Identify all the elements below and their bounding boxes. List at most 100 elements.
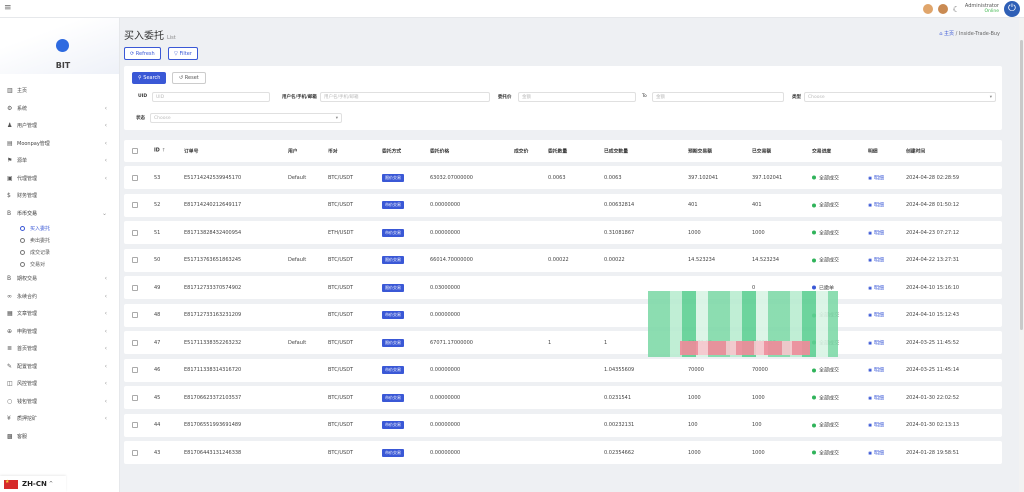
- sidebar-item[interactable]: ≣ 首页管理 ‹: [0, 340, 119, 358]
- sidebar-item[interactable]: ▩ 客服: [0, 428, 119, 446]
- page-scrollbar[interactable]: [1019, 18, 1024, 492]
- detail-link[interactable]: ◉ 明细: [868, 422, 884, 429]
- theme-toggle-icon[interactable]: ☾: [952, 4, 960, 14]
- table-row[interactable]: 48 E81712733163231209 BTC/USDT 0.00000000 20…: [124, 303, 1002, 327]
- row-checkbox[interactable]: [132, 229, 138, 236]
- avatar-icon[interactable]: [922, 4, 933, 14]
- sidebar-item[interactable]: B 期权交易 ‹: [0, 270, 119, 288]
- filter-button[interactable]: ▽ Filter: [168, 47, 198, 60]
- select-all-checkbox[interactable]: [132, 148, 138, 154]
- detail-link[interactable]: ◉ 明细: [868, 202, 884, 209]
- cell-pair: BTC/USDT: [328, 312, 354, 318]
- detail-link[interactable]: ◉ 明细: [868, 394, 884, 401]
- reset-icon: ↺: [179, 75, 185, 81]
- status-badge: 已撤单: [812, 284, 834, 291]
- chevron-left-icon: ‹: [104, 362, 107, 370]
- detail-link[interactable]: ◉ 明细: [868, 339, 884, 346]
- row-checkbox[interactable]: [132, 202, 138, 208]
- sidebar-subitem[interactable]: 卖出委托: [0, 234, 119, 246]
- table-row[interactable]: 52 E81714240212649117 BTC/USDT 0.00000000 0.…: [124, 193, 1002, 217]
- sidebar-subitem[interactable]: 买入委托: [0, 222, 119, 234]
- sidebar-item[interactable]: ▤ Moonpay管理 ‹: [0, 135, 119, 153]
- row-checkbox[interactable]: [132, 312, 138, 318]
- scrollbar-thumb[interactable]: [1020, 40, 1023, 330]
- sidebar-item[interactable]: ¥ 质押挖矿 ‹: [0, 410, 119, 428]
- sidebar-subitem[interactable]: 成交记录: [0, 246, 119, 258]
- status-label: 全部成交: [819, 230, 840, 236]
- sidebar-item[interactable]: ⊕ 申购管理 ‹: [0, 323, 119, 341]
- reset-button[interactable]: ↺ Reset: [172, 72, 206, 84]
- flag-icon: ⚑: [7, 157, 13, 165]
- status-badge: 全部成交: [812, 394, 839, 401]
- search-button[interactable]: ⚲ Search: [132, 72, 167, 84]
- sidebar-subitem[interactable]: 交易对: [0, 258, 119, 270]
- sidebar-item[interactable]: ⚙ 系统 ‹: [0, 100, 119, 118]
- uid-input[interactable]: UID: [152, 92, 270, 102]
- table-row[interactable]: 44 E81706551993691489 BTC/USDT 0.00000000 0.…: [124, 413, 1002, 437]
- table-row[interactable]: 46 E81711338314316720 BTC/USDT 0.00000000 1.…: [124, 358, 1002, 382]
- eye-icon: ◉: [868, 175, 874, 181]
- status-placeholder: Choose: [154, 115, 171, 121]
- user-input[interactable]: 用户名/手机/邮箱: [320, 92, 490, 102]
- detail-link[interactable]: ◉ 明细: [868, 367, 884, 374]
- row-checkbox[interactable]: [132, 339, 138, 346]
- sidebar-item[interactable]: ○ 钱包管理 ‹: [0, 393, 119, 411]
- table-row[interactable]: 47 E51711338352263232 Default BTC/USDT 67071…: [124, 331, 1002, 354]
- detail-link[interactable]: ◉ 明细: [868, 229, 884, 236]
- sidebar-item[interactable]: ⚑ 源单 ‹: [0, 152, 119, 170]
- admin-info[interactable]: Administrator Online: [965, 3, 999, 15]
- sidebar-item[interactable]: ♟ 用户管理 ‹: [0, 117, 119, 135]
- row-checkbox[interactable]: [132, 394, 138, 401]
- status-dot-icon: [812, 450, 816, 455]
- cell-id: 53: [154, 174, 161, 181]
- price-max-input[interactable]: 金额: [652, 92, 784, 102]
- eye-icon: ◉: [868, 340, 874, 346]
- language-switcher[interactable]: ZH-CN ^: [0, 476, 66, 492]
- sidebar-item[interactable]: ▣ 代理管理 ‹: [0, 170, 119, 188]
- row-checkbox[interactable]: [132, 422, 138, 428]
- sidebar-item[interactable]: B 币币交易 ⌄: [0, 205, 119, 223]
- table-row[interactable]: 45 E81706623372103537 BTC/USDT 0.00000000 0.…: [124, 386, 1002, 409]
- breadcrumb-home[interactable]: ⌂ 主页: [939, 31, 955, 37]
- sidebar-item[interactable]: ✎ 配置管理 ‹: [0, 358, 119, 376]
- eye-icon: ◉: [868, 257, 874, 264]
- sidebar-item-label: 期权交易: [17, 276, 38, 283]
- avatar-icon[interactable]: [937, 4, 948, 14]
- status-select[interactable]: Choose ▾: [150, 113, 342, 123]
- table-row[interactable]: 50 E51713763651863245 Default BTC/USDT 66014…: [124, 248, 1002, 272]
- cell-created: 2024-03-25 11:45:52: [906, 339, 960, 346]
- row-checkbox[interactable]: [132, 449, 138, 456]
- link-icon: ∞: [7, 292, 12, 300]
- menu-toggle-icon[interactable]: ≡: [4, 3, 12, 13]
- row-checkbox[interactable]: [132, 257, 138, 263]
- detail-label: 明细: [873, 257, 884, 264]
- row-checkbox[interactable]: [132, 284, 138, 291]
- header-id[interactable]: ID ↑: [154, 149, 165, 154]
- admin-status: Online: [984, 9, 999, 14]
- admin-name: Administrator: [964, 3, 999, 9]
- price-min-input[interactable]: 金额: [518, 92, 636, 102]
- sidebar-item[interactable]: ∞ 永续合约 ‹: [0, 288, 119, 306]
- sidebar-item[interactable]: ▥ 主页: [0, 82, 119, 100]
- table-row[interactable]: 51 E81713828432400954 ETH/USDT 0.00000000 0.…: [124, 221, 1002, 244]
- table-row[interactable]: 43 E81706443131246338 BTC/USDT 0.00000000 0.…: [124, 441, 1002, 464]
- table-row[interactable]: 49 E81712733370574902 BTC/USDT 0.03000000 0 2…: [124, 276, 1002, 299]
- row-checkbox[interactable]: [132, 367, 138, 373]
- refresh-button[interactable]: ⟳ Refresh: [124, 47, 161, 60]
- header-price: 委托价格: [430, 149, 450, 155]
- type-select[interactable]: Choose ▾: [804, 92, 996, 102]
- cell-deal-amount: 0.31081867: [604, 229, 635, 236]
- detail-link[interactable]: ◉ 明细: [868, 449, 884, 456]
- table-row[interactable]: 53 E51714242539945170 Default BTC/USDT 63032…: [124, 166, 1002, 189]
- power-icon[interactable]: ⏻: [1004, 1, 1020, 17]
- detail-link[interactable]: ◉ 明细: [868, 284, 884, 291]
- detail-link[interactable]: ◉ 明细: [868, 312, 884, 319]
- sidebar-item[interactable]: ▦ 文章管理 ‹: [0, 305, 119, 323]
- row-checkbox[interactable]: [132, 174, 138, 181]
- cell-price: 66014.70000000: [430, 257, 473, 263]
- detail-link[interactable]: ◉ 明细: [868, 174, 884, 181]
- detail-link[interactable]: ◉ 明细: [868, 257, 884, 264]
- sidebar-item[interactable]: ◫ 风控管理 ‹: [0, 375, 119, 393]
- cell-amount: 0.00022: [548, 257, 569, 263]
- sidebar-item[interactable]: $ 财务管理: [0, 187, 119, 205]
